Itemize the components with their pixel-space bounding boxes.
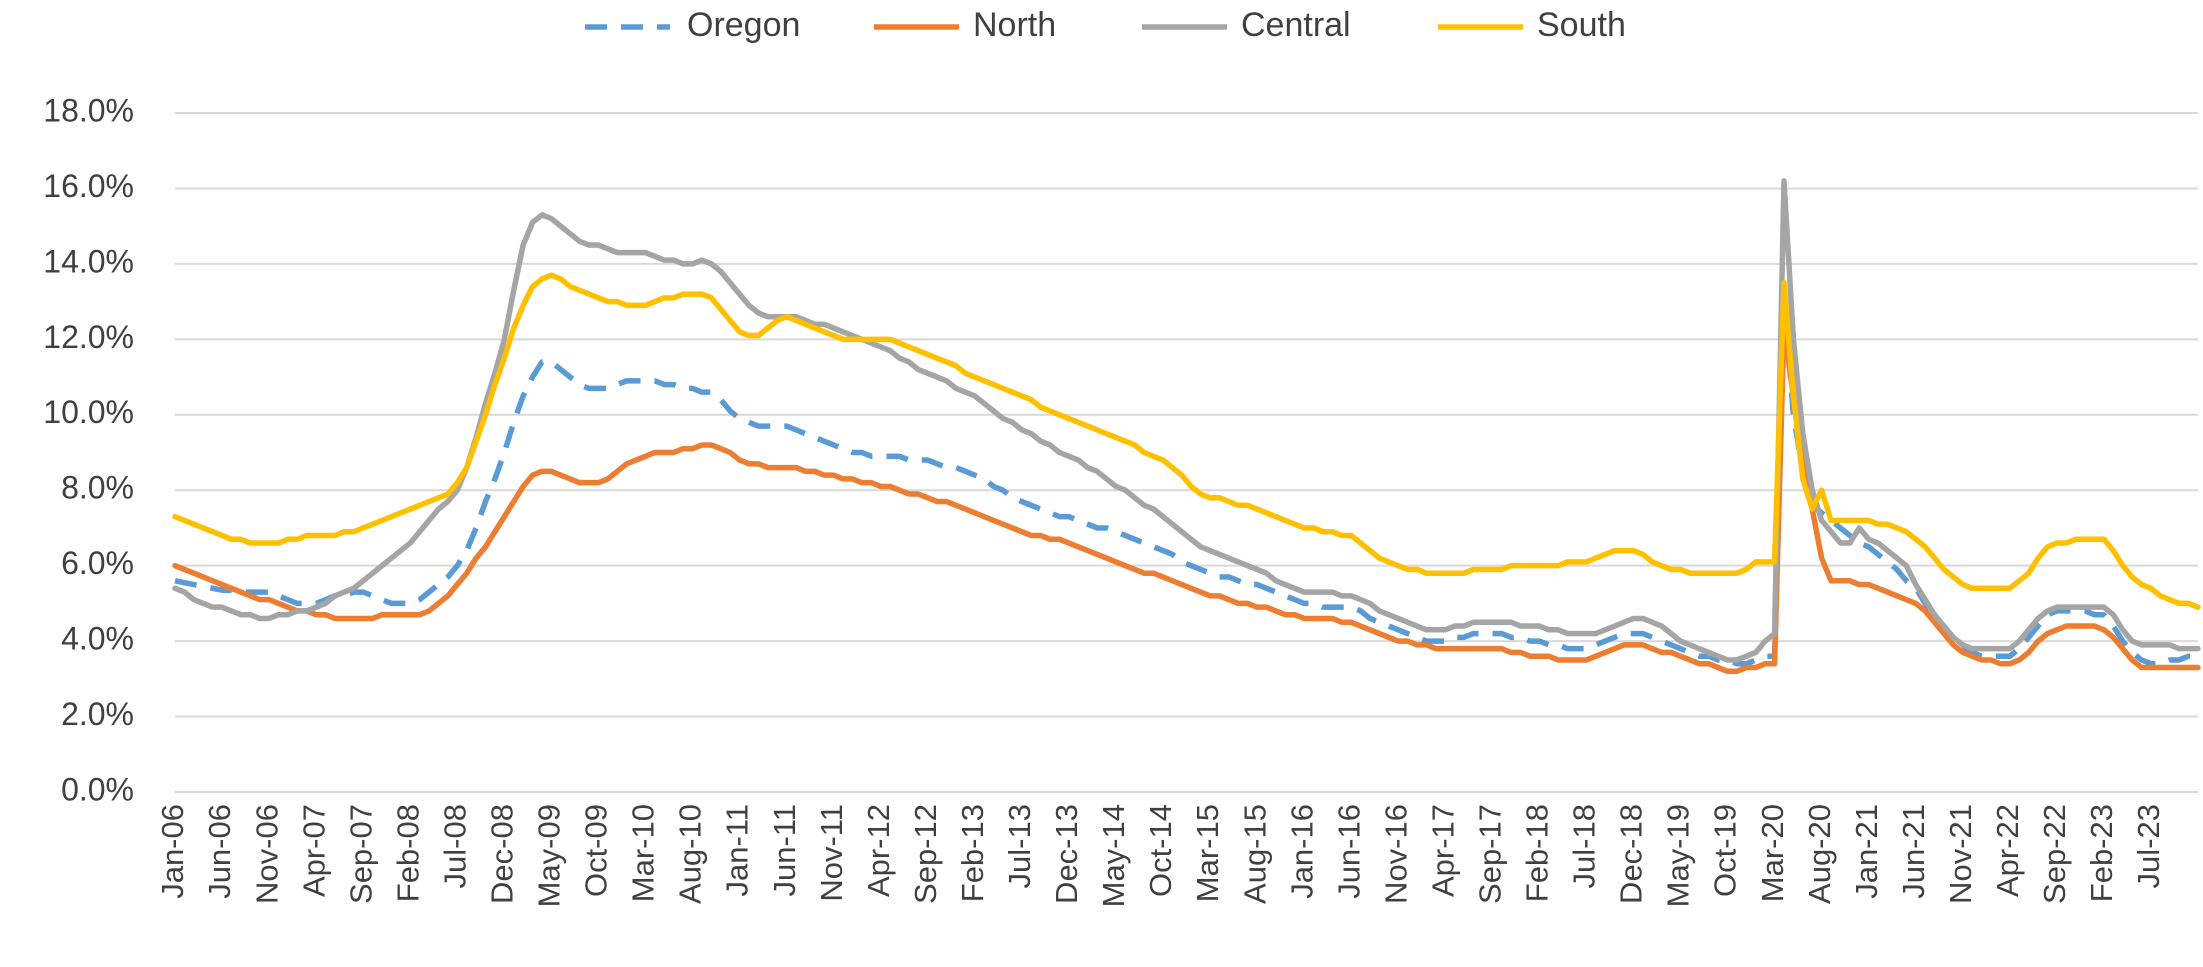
- x-tick-label: Sep-07: [343, 804, 378, 904]
- x-tick-label: Feb-08: [390, 804, 425, 902]
- x-tick-label: Apr-12: [861, 804, 896, 897]
- x-tick-label: Feb-23: [2084, 804, 2119, 902]
- x-tick-label: Aug-10: [673, 804, 708, 904]
- x-tick-label: Jul-08: [437, 804, 472, 888]
- x-tick-label: Nov-16: [1378, 804, 1413, 904]
- x-tick-label: Jun-16: [1331, 804, 1366, 899]
- legend-label: South: [1537, 6, 1626, 44]
- y-tick-label: 0.0%: [61, 771, 134, 807]
- x-tick-label: May-19: [1661, 804, 1696, 907]
- y-tick-label: 12.0%: [43, 319, 134, 355]
- x-tick-label: Oct-14: [1143, 804, 1178, 897]
- y-tick-label: 8.0%: [61, 470, 134, 506]
- x-tick-label: Feb-13: [955, 804, 990, 902]
- x-tick-label: Nov-06: [249, 804, 284, 904]
- series-line: [172, 272, 2201, 610]
- y-tick-label: 2.0%: [61, 696, 134, 732]
- series-line: [172, 178, 2201, 663]
- x-tick-label: Mar-20: [1755, 804, 1790, 902]
- x-tick-label: Jun-06: [202, 804, 237, 899]
- y-tick-label: 14.0%: [43, 243, 134, 279]
- x-tick-label: Oct-09: [579, 804, 614, 897]
- x-tick-label: Jan-21: [1849, 804, 1884, 899]
- x-tick-label: Jan-16: [1284, 804, 1319, 899]
- legend-label: Oregon: [687, 6, 800, 44]
- y-tick-label: 18.0%: [43, 92, 134, 128]
- legend-label: North: [973, 6, 1056, 44]
- series-line: [172, 325, 2201, 675]
- x-tick-label: Nov-11: [814, 804, 849, 902]
- x-tick-label: May-14: [1096, 804, 1131, 907]
- x-tick-label: Jul-18: [1567, 804, 1602, 888]
- x-tick-label: Dec-13: [1049, 804, 1084, 904]
- x-tick-label: Aug-20: [1802, 804, 1837, 904]
- y-tick-label: 6.0%: [61, 545, 134, 581]
- x-tick-label: Feb-18: [1520, 804, 1555, 902]
- x-tick-label: Jun-21: [1896, 804, 1931, 899]
- x-tick-label: Sep-17: [1472, 804, 1507, 904]
- x-tick-label: Jul-23: [2131, 804, 2166, 888]
- x-tick-label: Jan-06: [155, 804, 190, 899]
- x-tick-label: Mar-10: [626, 804, 661, 902]
- x-tick-label: Nov-21: [1943, 804, 1978, 904]
- x-tick-label: Mar-15: [1190, 804, 1225, 902]
- x-tick-label: Jan-11: [720, 804, 755, 897]
- series-line: [174, 291, 2198, 667]
- y-tick-label: 16.0%: [43, 168, 134, 204]
- x-tick-label: Jul-13: [1002, 804, 1037, 888]
- x-tick-label: Apr-07: [296, 804, 331, 897]
- x-tick-label: Apr-22: [1990, 804, 2025, 897]
- x-tick-label: Apr-17: [1425, 804, 1460, 897]
- x-tick-label: Dec-08: [485, 804, 520, 904]
- x-tick-label: May-09: [532, 804, 567, 907]
- y-tick-label: 10.0%: [43, 394, 134, 430]
- x-tick-label: Dec-18: [1614, 804, 1649, 904]
- x-tick-label: Sep-22: [2037, 804, 2072, 904]
- x-tick-label: Jun-11: [767, 804, 802, 897]
- x-tick-label: Oct-19: [1708, 804, 1743, 897]
- y-tick-label: 4.0%: [61, 621, 134, 657]
- x-tick-label: Aug-15: [1237, 804, 1272, 904]
- x-tick-label: Sep-12: [908, 804, 943, 904]
- legend-label: Central: [1241, 6, 1351, 44]
